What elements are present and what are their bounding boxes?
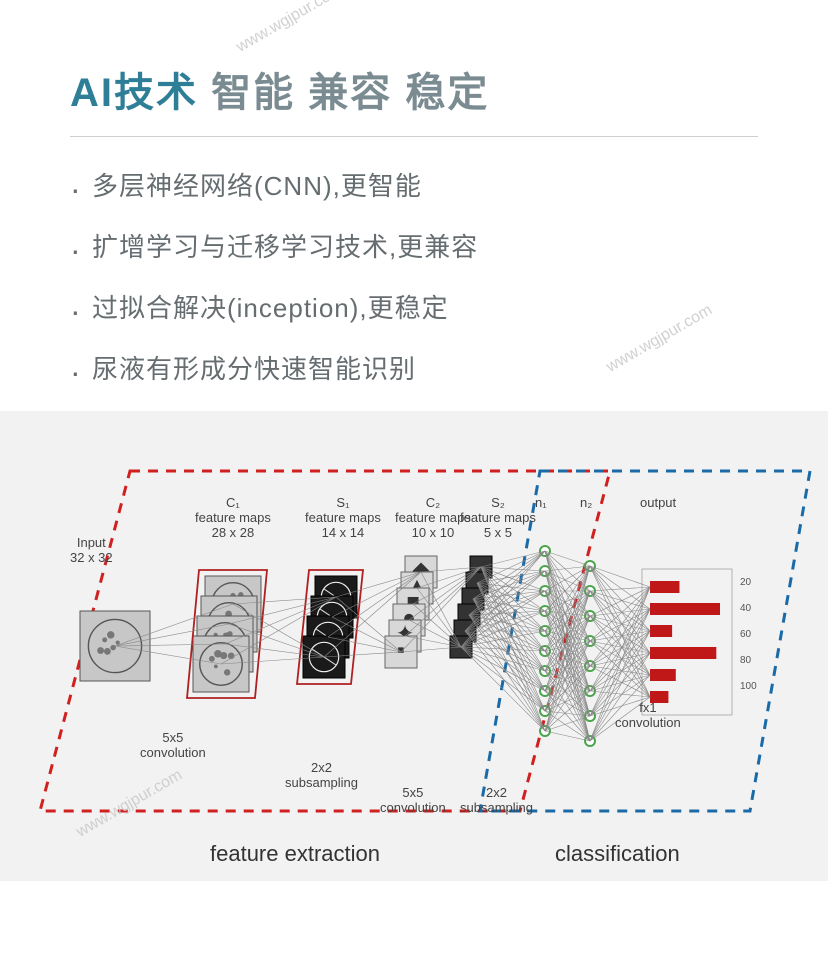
layer-label: fx1convolution — [615, 701, 681, 731]
connector — [477, 583, 545, 711]
layer-label: S₂feature maps5 x 5 — [460, 496, 536, 541]
content-wrap: AI技术 智能 兼容 稳定 多层神经网络(CNN),更智能 扩增学习与迁移学习技… — [0, 0, 828, 389]
bullet-list: 多层神经网络(CNN),更智能 扩增学习与迁移学习技术,更兼容 过拟合解决(in… — [70, 167, 758, 389]
layer-label: C₁feature maps28 x 28 — [195, 496, 271, 541]
output-tick: 100 — [740, 681, 757, 692]
output-bar — [650, 581, 679, 593]
connector — [481, 567, 545, 731]
layer-label: S₁feature maps14 x 14 — [305, 496, 381, 541]
layer-label: 5x5convolution — [380, 786, 446, 816]
layer-label: output — [640, 496, 676, 511]
layer-label: 2x2subsampling — [460, 786, 533, 816]
connector — [473, 599, 545, 731]
layer-label: 2x2subsampling — [285, 761, 358, 791]
layer-label: Input32 x 32 — [70, 536, 113, 566]
stage-label-feature: feature extraction — [210, 841, 380, 867]
connector — [545, 551, 590, 566]
output-bar — [650, 647, 716, 659]
connector — [545, 651, 590, 741]
page-title: AI技术 智能 兼容 稳定 — [70, 60, 758, 118]
bullet-item: 过拟合解决(inception),更稳定 — [70, 289, 758, 328]
layer-label: 5x5convolution — [140, 731, 206, 761]
bullet-item: 尿液有形成分快速智能识别 — [70, 350, 758, 389]
bullet-item: 扩增学习与迁移学习技术,更兼容 — [70, 228, 758, 267]
layer-label: n₂ — [580, 496, 592, 511]
title-divider — [70, 136, 758, 137]
output-tick: 20 — [740, 577, 752, 588]
output-bar — [650, 603, 720, 615]
connector — [590, 641, 650, 675]
connector — [545, 716, 590, 731]
output-tick: 80 — [740, 655, 752, 666]
connector — [545, 731, 590, 741]
connector — [590, 609, 650, 666]
output-bar — [650, 625, 672, 637]
connector — [461, 647, 545, 711]
connector — [465, 631, 545, 731]
bullet-item: 多层神经网络(CNN),更智能 — [70, 167, 758, 206]
output-tick: 40 — [740, 603, 752, 614]
output-tick: 60 — [740, 629, 752, 640]
title-rest: 智能 兼容 稳定 — [198, 71, 489, 115]
connector — [473, 599, 545, 671]
connector — [590, 566, 650, 587]
connector — [590, 587, 650, 616]
stage-label-classification: classification — [555, 841, 680, 867]
cnn-diagram: ◆▲■●✦▪20406080100 feature extraction cla… — [0, 411, 828, 881]
layer-label: n₁ — [535, 496, 547, 511]
title-accent: AI技术 — [70, 71, 198, 115]
connector — [465, 631, 545, 711]
output-bar — [650, 669, 676, 681]
